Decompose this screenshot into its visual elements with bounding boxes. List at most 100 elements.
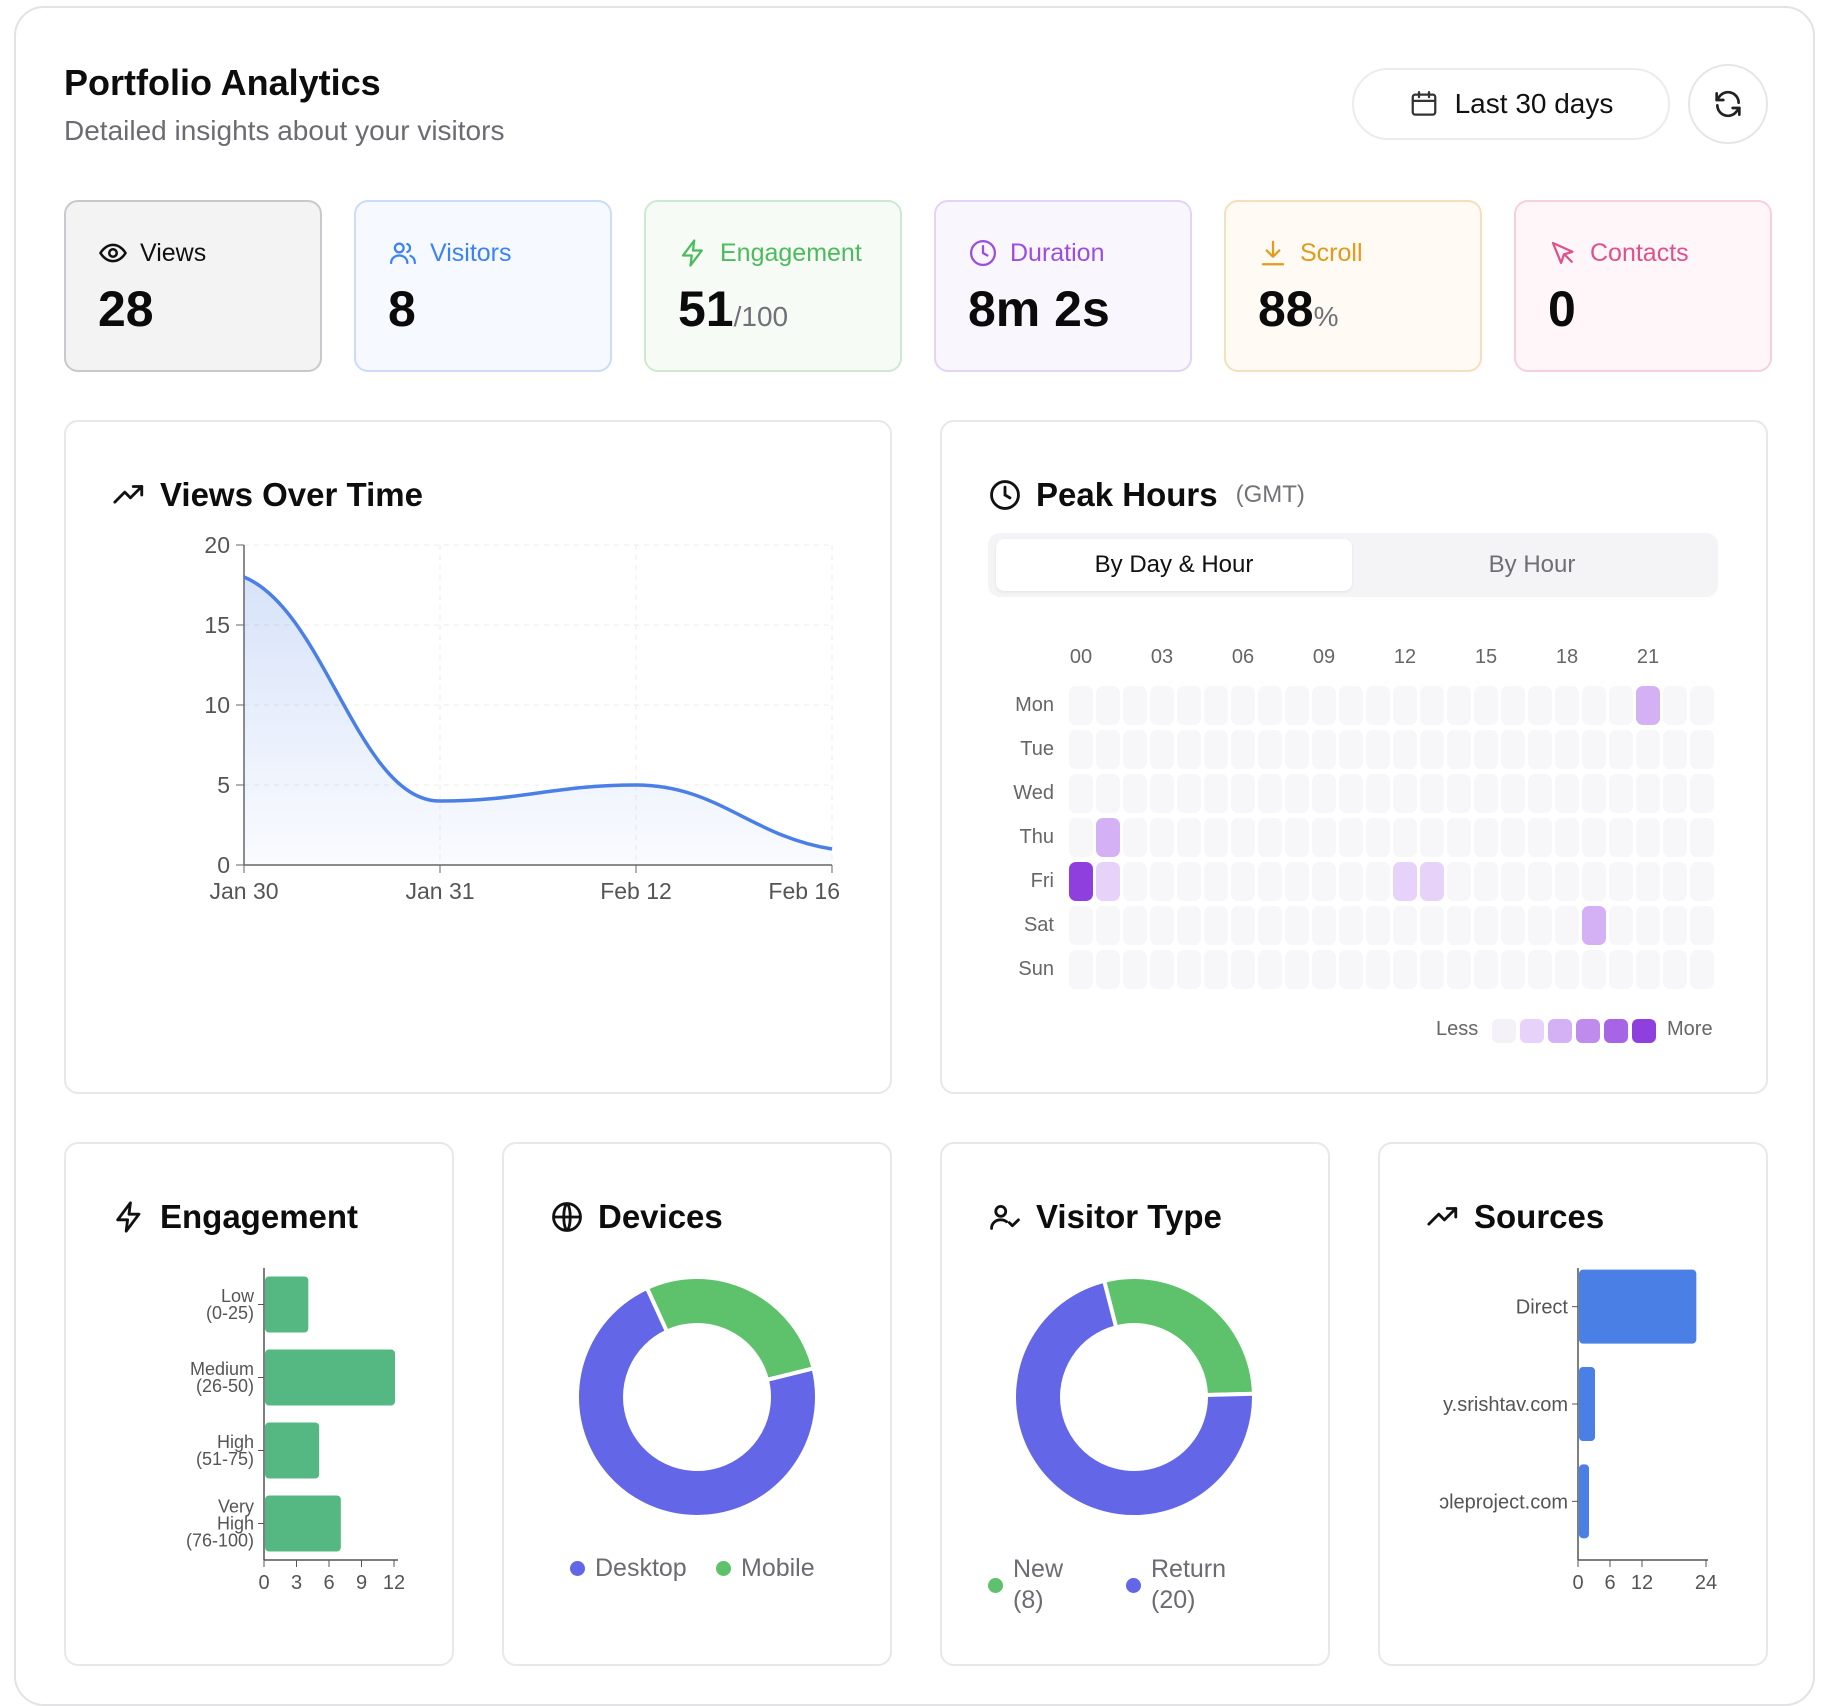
heatmap-cell[interactable] [1447, 686, 1471, 725]
heatmap-cell[interactable] [1393, 950, 1417, 989]
heatmap-cell[interactable] [1069, 818, 1093, 857]
heatmap-cell[interactable] [1069, 950, 1093, 989]
heatmap-cell[interactable] [1150, 818, 1174, 857]
heatmap-cell[interactable] [1096, 906, 1120, 945]
heatmap-cell[interactable] [1636, 906, 1660, 945]
heatmap-cell[interactable] [1690, 862, 1714, 901]
heatmap-cell[interactable] [1231, 906, 1255, 945]
heatmap-cell[interactable] [1663, 774, 1687, 813]
heatmap-cell[interactable] [1663, 950, 1687, 989]
heatmap-cell[interactable] [1231, 730, 1255, 769]
heatmap-cell[interactable] [1420, 686, 1444, 725]
heatmap-cell[interactable] [1690, 906, 1714, 945]
heatmap-cell[interactable] [1609, 686, 1633, 725]
heatmap-cell[interactable] [1663, 862, 1687, 901]
heatmap-cell[interactable] [1123, 862, 1147, 901]
heatmap-cell[interactable] [1150, 950, 1174, 989]
heatmap-cell[interactable] [1258, 950, 1282, 989]
heatmap-cell[interactable] [1393, 906, 1417, 945]
stat-card-engagement[interactable]: Engagement 51/100 [644, 200, 902, 372]
heatmap-cell[interactable] [1555, 818, 1579, 857]
heatmap-cell[interactable] [1528, 774, 1552, 813]
heatmap-cell[interactable] [1528, 906, 1552, 945]
heatmap-cell[interactable] [1420, 862, 1444, 901]
heatmap-cell[interactable] [1231, 774, 1255, 813]
heatmap-cell[interactable] [1096, 950, 1120, 989]
heatmap-cell[interactable] [1258, 730, 1282, 769]
heatmap-cell[interactable] [1258, 906, 1282, 945]
heatmap-cell[interactable] [1069, 862, 1093, 901]
heatmap-cell[interactable] [1285, 906, 1309, 945]
heatmap-cell[interactable] [1501, 818, 1525, 857]
heatmap-cell[interactable] [1663, 906, 1687, 945]
heatmap-cell[interactable] [1339, 950, 1363, 989]
heatmap-cell[interactable] [1312, 686, 1336, 725]
heatmap-cell[interactable] [1555, 950, 1579, 989]
heatmap-cell[interactable] [1690, 774, 1714, 813]
heatmap-cell[interactable] [1420, 906, 1444, 945]
heatmap-cell[interactable] [1501, 730, 1525, 769]
heatmap-cell[interactable] [1636, 774, 1660, 813]
heatmap-cell[interactable] [1285, 818, 1309, 857]
heatmap-cell[interactable] [1258, 686, 1282, 725]
heatmap-cell[interactable] [1366, 730, 1390, 769]
heatmap-cell[interactable] [1150, 774, 1174, 813]
heatmap-cell[interactable] [1474, 906, 1498, 945]
heatmap-cell[interactable] [1528, 950, 1552, 989]
heatmap-cell[interactable] [1177, 906, 1201, 945]
heatmap-cell[interactable] [1177, 818, 1201, 857]
heatmap-cell[interactable] [1663, 818, 1687, 857]
heatmap-cell[interactable] [1123, 686, 1147, 725]
heatmap-cell[interactable] [1393, 818, 1417, 857]
heatmap-cell[interactable] [1636, 818, 1660, 857]
heatmap-cell[interactable] [1528, 686, 1552, 725]
heatmap-cell[interactable] [1582, 906, 1606, 945]
heatmap-cell[interactable] [1204, 686, 1228, 725]
tab-by-day-hour[interactable]: By Day & Hour [996, 539, 1352, 591]
tab-by-hour[interactable]: By Hour [1352, 539, 1712, 591]
date-range-button[interactable]: Last 30 days [1352, 68, 1670, 140]
heatmap-cell[interactable] [1447, 950, 1471, 989]
heatmap-cell[interactable] [1285, 950, 1309, 989]
heatmap-cell[interactable] [1501, 862, 1525, 901]
heatmap-cell[interactable] [1312, 730, 1336, 769]
heatmap-cell[interactable] [1366, 774, 1390, 813]
heatmap-cell[interactable] [1177, 686, 1201, 725]
stat-card-visitors[interactable]: Visitors 8 [354, 200, 612, 372]
heatmap-cell[interactable] [1447, 818, 1471, 857]
heatmap-cell[interactable] [1285, 862, 1309, 901]
heatmap-cell[interactable] [1096, 774, 1120, 813]
heatmap-cell[interactable] [1285, 686, 1309, 725]
heatmap-cell[interactable] [1312, 950, 1336, 989]
heatmap-cell[interactable] [1555, 730, 1579, 769]
heatmap-cell[interactable] [1096, 818, 1120, 857]
heatmap-cell[interactable] [1258, 774, 1282, 813]
heatmap-cell[interactable] [1123, 906, 1147, 945]
heatmap-cell[interactable] [1339, 774, 1363, 813]
heatmap-cell[interactable] [1177, 862, 1201, 901]
heatmap-cell[interactable] [1123, 774, 1147, 813]
heatmap-cell[interactable] [1069, 906, 1093, 945]
heatmap-cell[interactable] [1177, 774, 1201, 813]
heatmap-cell[interactable] [1474, 862, 1498, 901]
heatmap-cell[interactable] [1447, 774, 1471, 813]
heatmap-cell[interactable] [1501, 950, 1525, 989]
heatmap-cell[interactable] [1150, 862, 1174, 901]
heatmap-cell[interactable] [1123, 950, 1147, 989]
heatmap-cell[interactable] [1555, 906, 1579, 945]
heatmap-cell[interactable] [1231, 862, 1255, 901]
heatmap-cell[interactable] [1609, 950, 1633, 989]
heatmap-cell[interactable] [1690, 730, 1714, 769]
heatmap-cell[interactable] [1339, 686, 1363, 725]
heatmap-cell[interactable] [1231, 950, 1255, 989]
heatmap-cell[interactable] [1312, 774, 1336, 813]
heatmap-cell[interactable] [1420, 730, 1444, 769]
heatmap-cell[interactable] [1420, 950, 1444, 989]
heatmap-cell[interactable] [1339, 906, 1363, 945]
heatmap-cell[interactable] [1609, 862, 1633, 901]
heatmap-cell[interactable] [1528, 818, 1552, 857]
heatmap-cell[interactable] [1555, 774, 1579, 813]
heatmap-cell[interactable] [1393, 730, 1417, 769]
heatmap-cell[interactable] [1096, 686, 1120, 725]
heatmap-cell[interactable] [1150, 906, 1174, 945]
